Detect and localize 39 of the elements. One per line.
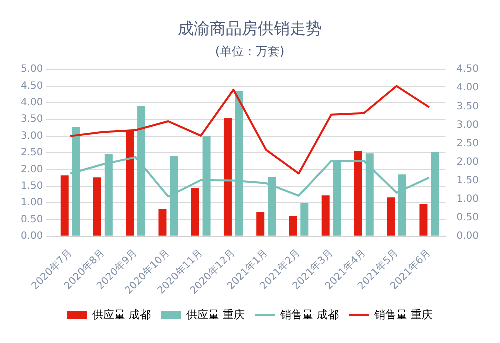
legend-label: 销售量 重庆 bbox=[373, 308, 433, 322]
y-tick-label: 1.00 bbox=[21, 198, 44, 209]
y2-tick-label: 3.50 bbox=[456, 101, 479, 112]
chart-subtitle: (单位：万套) bbox=[215, 44, 285, 59]
y-tick-label: 3.50 bbox=[21, 114, 44, 126]
y-tick-label: 2.50 bbox=[21, 148, 44, 159]
bar bbox=[60, 176, 69, 236]
y2-tick-label: 2.00 bbox=[456, 156, 479, 168]
y-tick-label: 4.00 bbox=[21, 98, 44, 109]
bar bbox=[289, 216, 298, 236]
y2-tick-label: 1.50 bbox=[456, 175, 479, 186]
legend-label: 供应量 重庆 bbox=[186, 308, 246, 322]
bar bbox=[387, 198, 396, 236]
y2-tick-label: 3.00 bbox=[456, 120, 479, 131]
bar bbox=[191, 188, 200, 236]
legend-label: 供应量 成都 bbox=[92, 308, 152, 322]
y2-tick-label: 2.50 bbox=[456, 138, 479, 150]
legend-label: 销售量 成都 bbox=[280, 308, 339, 322]
bar bbox=[93, 178, 102, 236]
y2-tick-label: 4.50 bbox=[456, 64, 479, 76]
bar bbox=[420, 204, 428, 236]
y-tick-label: 5.00 bbox=[21, 64, 44, 76]
bar bbox=[224, 118, 232, 236]
y-tick-label: 1.50 bbox=[21, 180, 44, 192]
bar bbox=[300, 203, 309, 236]
y-tick-label: 2.00 bbox=[21, 164, 44, 176]
y2-tick-label: 0.00 bbox=[456, 230, 479, 242]
y-tick-label: 4.50 bbox=[21, 80, 44, 92]
y2-tick-label: 1.00 bbox=[456, 194, 479, 205]
bar bbox=[354, 150, 362, 236]
bar bbox=[256, 212, 265, 236]
y-tick-label: 3.00 bbox=[21, 130, 44, 142]
chart-title: 成渝商品房供销走势 bbox=[178, 18, 322, 38]
y2-tick-label: 0.50 bbox=[456, 212, 479, 224]
y-tick-label: 0.00 bbox=[21, 230, 44, 242]
bar bbox=[322, 196, 330, 236]
y2-tick-label: 4.00 bbox=[456, 82, 479, 94]
bar bbox=[158, 209, 167, 236]
y-tick-label: 0.50 bbox=[21, 214, 44, 226]
